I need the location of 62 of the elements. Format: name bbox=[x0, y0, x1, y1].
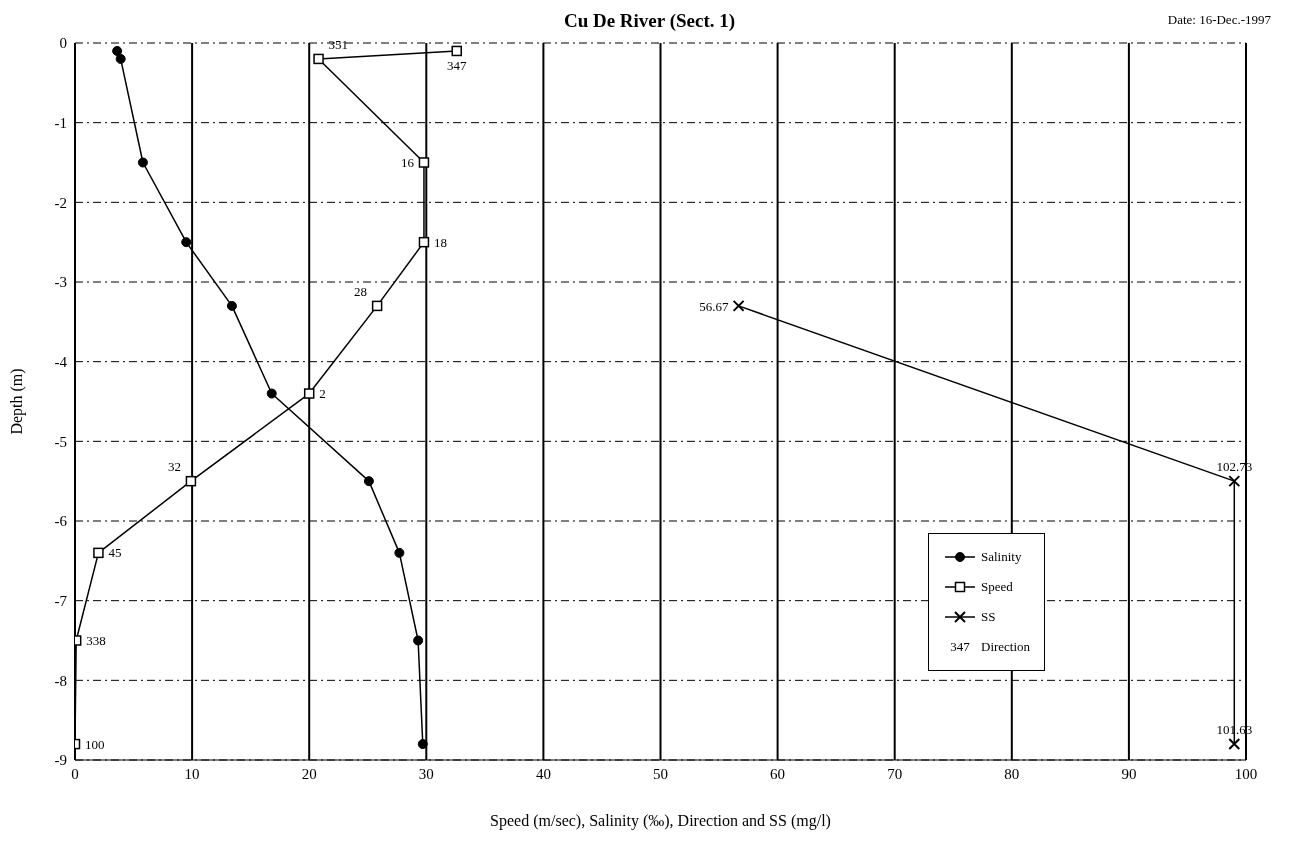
point bbox=[1228, 738, 1241, 751]
x-tick-label: 90 bbox=[1121, 765, 1137, 782]
legend-label: SS bbox=[981, 609, 996, 625]
point bbox=[181, 237, 192, 248]
y-tick-label: -7 bbox=[54, 592, 68, 609]
x-tick-label: 50 bbox=[653, 765, 668, 782]
point bbox=[266, 388, 277, 399]
point bbox=[226, 300, 237, 311]
y-tick-label: -8 bbox=[54, 672, 67, 689]
text: Date: 16-Dec.-1997 bbox=[1167, 12, 1271, 28]
point bbox=[1228, 475, 1241, 488]
x-tick-label: 40 bbox=[535, 765, 551, 782]
point bbox=[363, 476, 374, 487]
point bbox=[303, 388, 315, 399]
point bbox=[418, 157, 430, 168]
y-tick-label: -2 bbox=[54, 194, 67, 211]
y-tick-label: -6 bbox=[54, 513, 68, 530]
annotation: 45 bbox=[108, 545, 122, 561]
annotation: 347 bbox=[447, 58, 467, 74]
point bbox=[112, 45, 123, 56]
point bbox=[313, 53, 324, 65]
annotation: 100 bbox=[85, 736, 105, 752]
point bbox=[451, 45, 462, 57]
point bbox=[417, 739, 428, 750]
y-tick-label: -9 bbox=[54, 752, 67, 769]
x-tick-label: 30 bbox=[418, 765, 434, 782]
annotation: 56.67 bbox=[699, 298, 730, 314]
annotation: 32 bbox=[167, 459, 181, 475]
annotation: 338 bbox=[86, 633, 106, 649]
legend-label: Salinity bbox=[981, 549, 1022, 565]
x-tick-label: 20 bbox=[301, 765, 317, 782]
x-tick-label: 0 bbox=[71, 765, 79, 782]
x-tick-label: 60 bbox=[770, 765, 786, 782]
annotation: Direction bbox=[981, 639, 1031, 655]
annotation: 18 bbox=[433, 234, 447, 250]
point bbox=[394, 547, 405, 558]
x-tick-label: 80 bbox=[1004, 765, 1020, 782]
point bbox=[137, 157, 148, 168]
point bbox=[418, 236, 430, 248]
y-tick-label: -5 bbox=[54, 433, 67, 450]
y-axis-title: Depth (m) bbox=[7, 368, 26, 435]
point bbox=[371, 300, 383, 312]
y-tick-label: -1 bbox=[54, 114, 67, 131]
legend-label: Speed bbox=[981, 579, 1013, 595]
annotation: 2 bbox=[319, 386, 326, 402]
y-tick-label: -3 bbox=[54, 274, 67, 291]
annotation: 28 bbox=[354, 283, 368, 299]
x-tick-label: 70 bbox=[887, 765, 903, 782]
y-tick-label: 0 bbox=[59, 35, 67, 52]
y-tick-label: -4 bbox=[54, 353, 68, 370]
point bbox=[413, 635, 424, 646]
point bbox=[732, 299, 745, 312]
point bbox=[115, 53, 126, 64]
point bbox=[93, 547, 104, 559]
x-axis-title: Speed (m/sec), Salinity (‰), Direction and SS (mg/l) bbox=[490, 812, 831, 830]
point bbox=[185, 475, 197, 487]
text: 347 bbox=[950, 639, 970, 654]
chart-title: Cu De River (Sect. 1) bbox=[563, 10, 736, 31]
x-tick-label: 10 bbox=[184, 765, 200, 782]
annotation: 351 bbox=[328, 36, 349, 52]
x-tick-label: 100 bbox=[1234, 765, 1258, 782]
annotation: 16 bbox=[400, 155, 415, 171]
